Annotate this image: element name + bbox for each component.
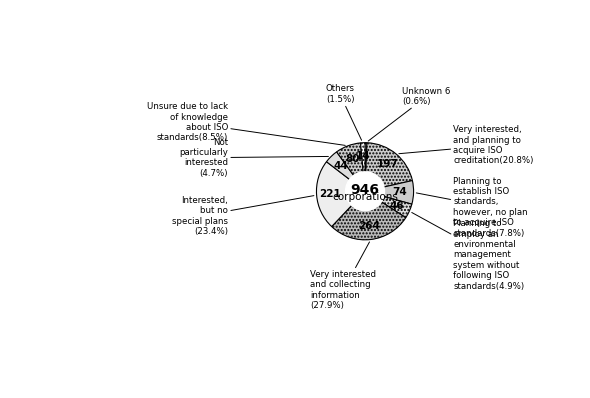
Text: Not
particularly
interested
(4.7%): Not particularly interested (4.7%)	[179, 138, 329, 178]
Text: Unsure due to lack
of knowledge
about ISO
standards(8.5%): Unsure due to lack of knowledge about IS…	[147, 102, 345, 145]
Text: 221: 221	[319, 189, 341, 199]
Wedge shape	[365, 143, 412, 191]
Text: 46: 46	[389, 201, 404, 211]
Wedge shape	[365, 191, 412, 218]
Text: Others
(1.5%): Others (1.5%)	[326, 84, 362, 140]
Text: 74: 74	[392, 187, 407, 197]
Wedge shape	[332, 191, 406, 240]
Wedge shape	[326, 152, 365, 191]
Wedge shape	[360, 143, 365, 191]
Text: corporations: corporations	[332, 191, 398, 201]
Text: 44: 44	[333, 161, 348, 171]
Text: Very interested
and collecting
information
(27.9%): Very interested and collecting informati…	[310, 242, 376, 310]
Text: Unknown 6
(0.6%): Unknown 6 (0.6%)	[368, 87, 451, 141]
Text: Planning to
employ an
environmental
management
system without
following ISO
stan: Planning to employ an environmental mana…	[412, 213, 525, 291]
Text: 264: 264	[358, 221, 380, 231]
Wedge shape	[337, 143, 365, 191]
Text: 14: 14	[356, 151, 371, 161]
Text: 197: 197	[376, 159, 398, 170]
Circle shape	[346, 172, 385, 211]
Text: Planning to
establish ISO
standards,
however, no plan
to acquire ISO
standards(7: Planning to establish ISO standards, how…	[417, 177, 528, 238]
Text: 946: 946	[350, 183, 379, 197]
Wedge shape	[365, 143, 367, 191]
Text: Very interested,
and planning to
acquire ISO
creditation(20.8%): Very interested, and planning to acquire…	[399, 125, 534, 166]
Wedge shape	[365, 181, 414, 204]
Wedge shape	[316, 162, 365, 226]
Text: Interested,
but no
special plans
(23.4%): Interested, but no special plans (23.4%)	[172, 196, 314, 236]
Text: 80: 80	[346, 154, 360, 164]
